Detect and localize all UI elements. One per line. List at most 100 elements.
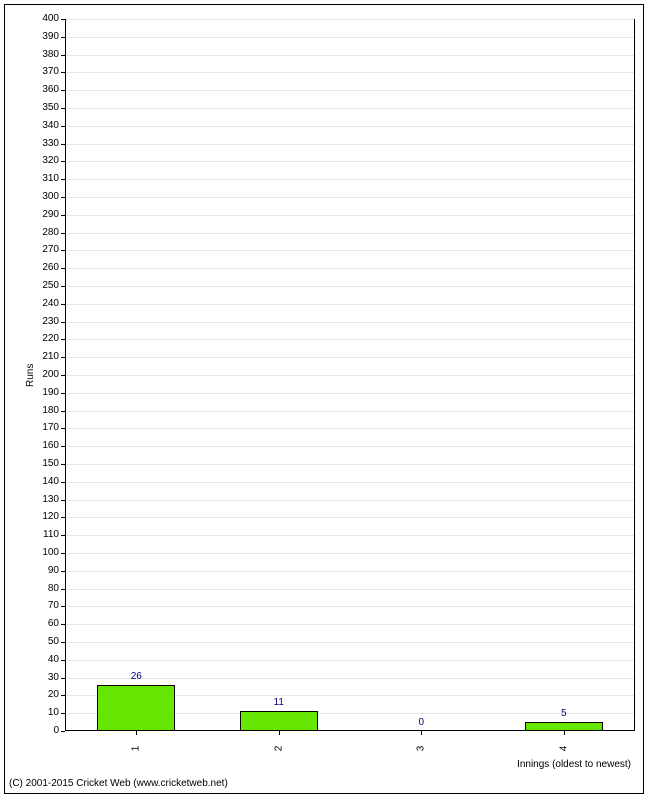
bar (97, 685, 175, 731)
y-tick-label: 330 (33, 139, 59, 149)
plot-border-left (65, 19, 66, 731)
y-tick-label: 80 (33, 584, 59, 594)
y-tick-label: 350 (33, 103, 59, 113)
y-tick-label: 30 (33, 673, 59, 683)
gridline (65, 411, 635, 412)
y-tick-label: 60 (33, 619, 59, 629)
y-tick-label: 300 (33, 192, 59, 202)
gridline (65, 571, 635, 572)
gridline (65, 161, 635, 162)
y-tick-label: 200 (33, 370, 59, 380)
plot-border-right (634, 19, 635, 731)
gridline (65, 90, 635, 91)
y-tick-label: 210 (33, 352, 59, 362)
y-tick-label: 130 (33, 495, 59, 505)
y-tick-label: 280 (33, 228, 59, 238)
gridline (65, 250, 635, 251)
y-tick-label: 400 (33, 14, 59, 24)
y-tick-label: 190 (33, 388, 59, 398)
y-tick-label: 20 (33, 690, 59, 700)
gridline (65, 535, 635, 536)
y-tick-label: 170 (33, 423, 59, 433)
gridline (65, 357, 635, 358)
gridline (65, 624, 635, 625)
y-axis-title: Runs (25, 364, 36, 387)
y-tick-label: 10 (33, 708, 59, 718)
gridline (65, 375, 635, 376)
bar (240, 711, 318, 731)
x-tick-label: 1 (131, 743, 142, 755)
gridline (65, 589, 635, 590)
y-tick-label: 230 (33, 317, 59, 327)
x-tick-label: 4 (558, 743, 569, 755)
bar (525, 722, 603, 731)
gridline (65, 126, 635, 127)
gridline (65, 304, 635, 305)
y-tick-label: 70 (33, 601, 59, 611)
gridline (65, 286, 635, 287)
x-tick-mark (279, 731, 280, 735)
y-tick-label: 360 (33, 85, 59, 95)
gridline (65, 553, 635, 554)
gridline (65, 642, 635, 643)
gridline (65, 660, 635, 661)
plot-area: 0102030405060708090100110120130140150160… (65, 19, 635, 731)
y-tick-label: 390 (33, 32, 59, 42)
y-tick-label: 140 (33, 477, 59, 487)
x-tick-label: 2 (273, 743, 284, 755)
x-axis-title: Innings (oldest to newest) (517, 759, 631, 770)
y-tick-label: 150 (33, 459, 59, 469)
gridline (65, 215, 635, 216)
y-tick-label: 40 (33, 655, 59, 665)
gridline (65, 322, 635, 323)
gridline (65, 108, 635, 109)
x-tick-label: 3 (416, 743, 427, 755)
y-tick-label: 270 (33, 245, 59, 255)
y-tick-label: 50 (33, 637, 59, 647)
y-tick-label: 100 (33, 548, 59, 558)
y-tick-label: 340 (33, 121, 59, 131)
y-tick-label: 370 (33, 67, 59, 77)
gridline (65, 72, 635, 73)
y-tick-label: 90 (33, 566, 59, 576)
y-tick-label: 180 (33, 406, 59, 416)
gridline (65, 464, 635, 465)
y-tick-label: 250 (33, 281, 59, 291)
gridline (65, 55, 635, 56)
gridline (65, 428, 635, 429)
x-tick-mark (136, 731, 137, 735)
gridline (65, 144, 635, 145)
gridline (65, 500, 635, 501)
gridline (65, 19, 635, 20)
bar-value-label: 11 (259, 697, 299, 708)
y-tick-label: 260 (33, 263, 59, 273)
gridline (65, 339, 635, 340)
y-tick-label: 320 (33, 156, 59, 166)
y-tick-label: 310 (33, 174, 59, 184)
chart-frame: 0102030405060708090100110120130140150160… (4, 4, 644, 794)
gridline (65, 393, 635, 394)
y-tick-label: 120 (33, 512, 59, 522)
gridline (65, 179, 635, 180)
copyright-text: (C) 2001-2015 Cricket Web (www.cricketwe… (9, 778, 228, 789)
gridline (65, 268, 635, 269)
y-tick-label: 220 (33, 334, 59, 344)
y-tick-label: 110 (33, 530, 59, 540)
gridline (65, 37, 635, 38)
bar-value-label: 0 (401, 717, 441, 728)
bar-value-label: 26 (116, 671, 156, 682)
gridline (65, 606, 635, 607)
x-tick-mark (564, 731, 565, 735)
y-tick-label: 160 (33, 441, 59, 451)
y-tick-label: 380 (33, 50, 59, 60)
bar-value-label: 5 (544, 708, 584, 719)
gridline (65, 446, 635, 447)
x-tick-mark (421, 731, 422, 735)
gridline (65, 482, 635, 483)
y-tick-label: 240 (33, 299, 59, 309)
gridline (65, 197, 635, 198)
y-tick-label: 0 (33, 726, 59, 736)
y-tick-mark (61, 731, 65, 732)
y-tick-label: 290 (33, 210, 59, 220)
gridline (65, 517, 635, 518)
